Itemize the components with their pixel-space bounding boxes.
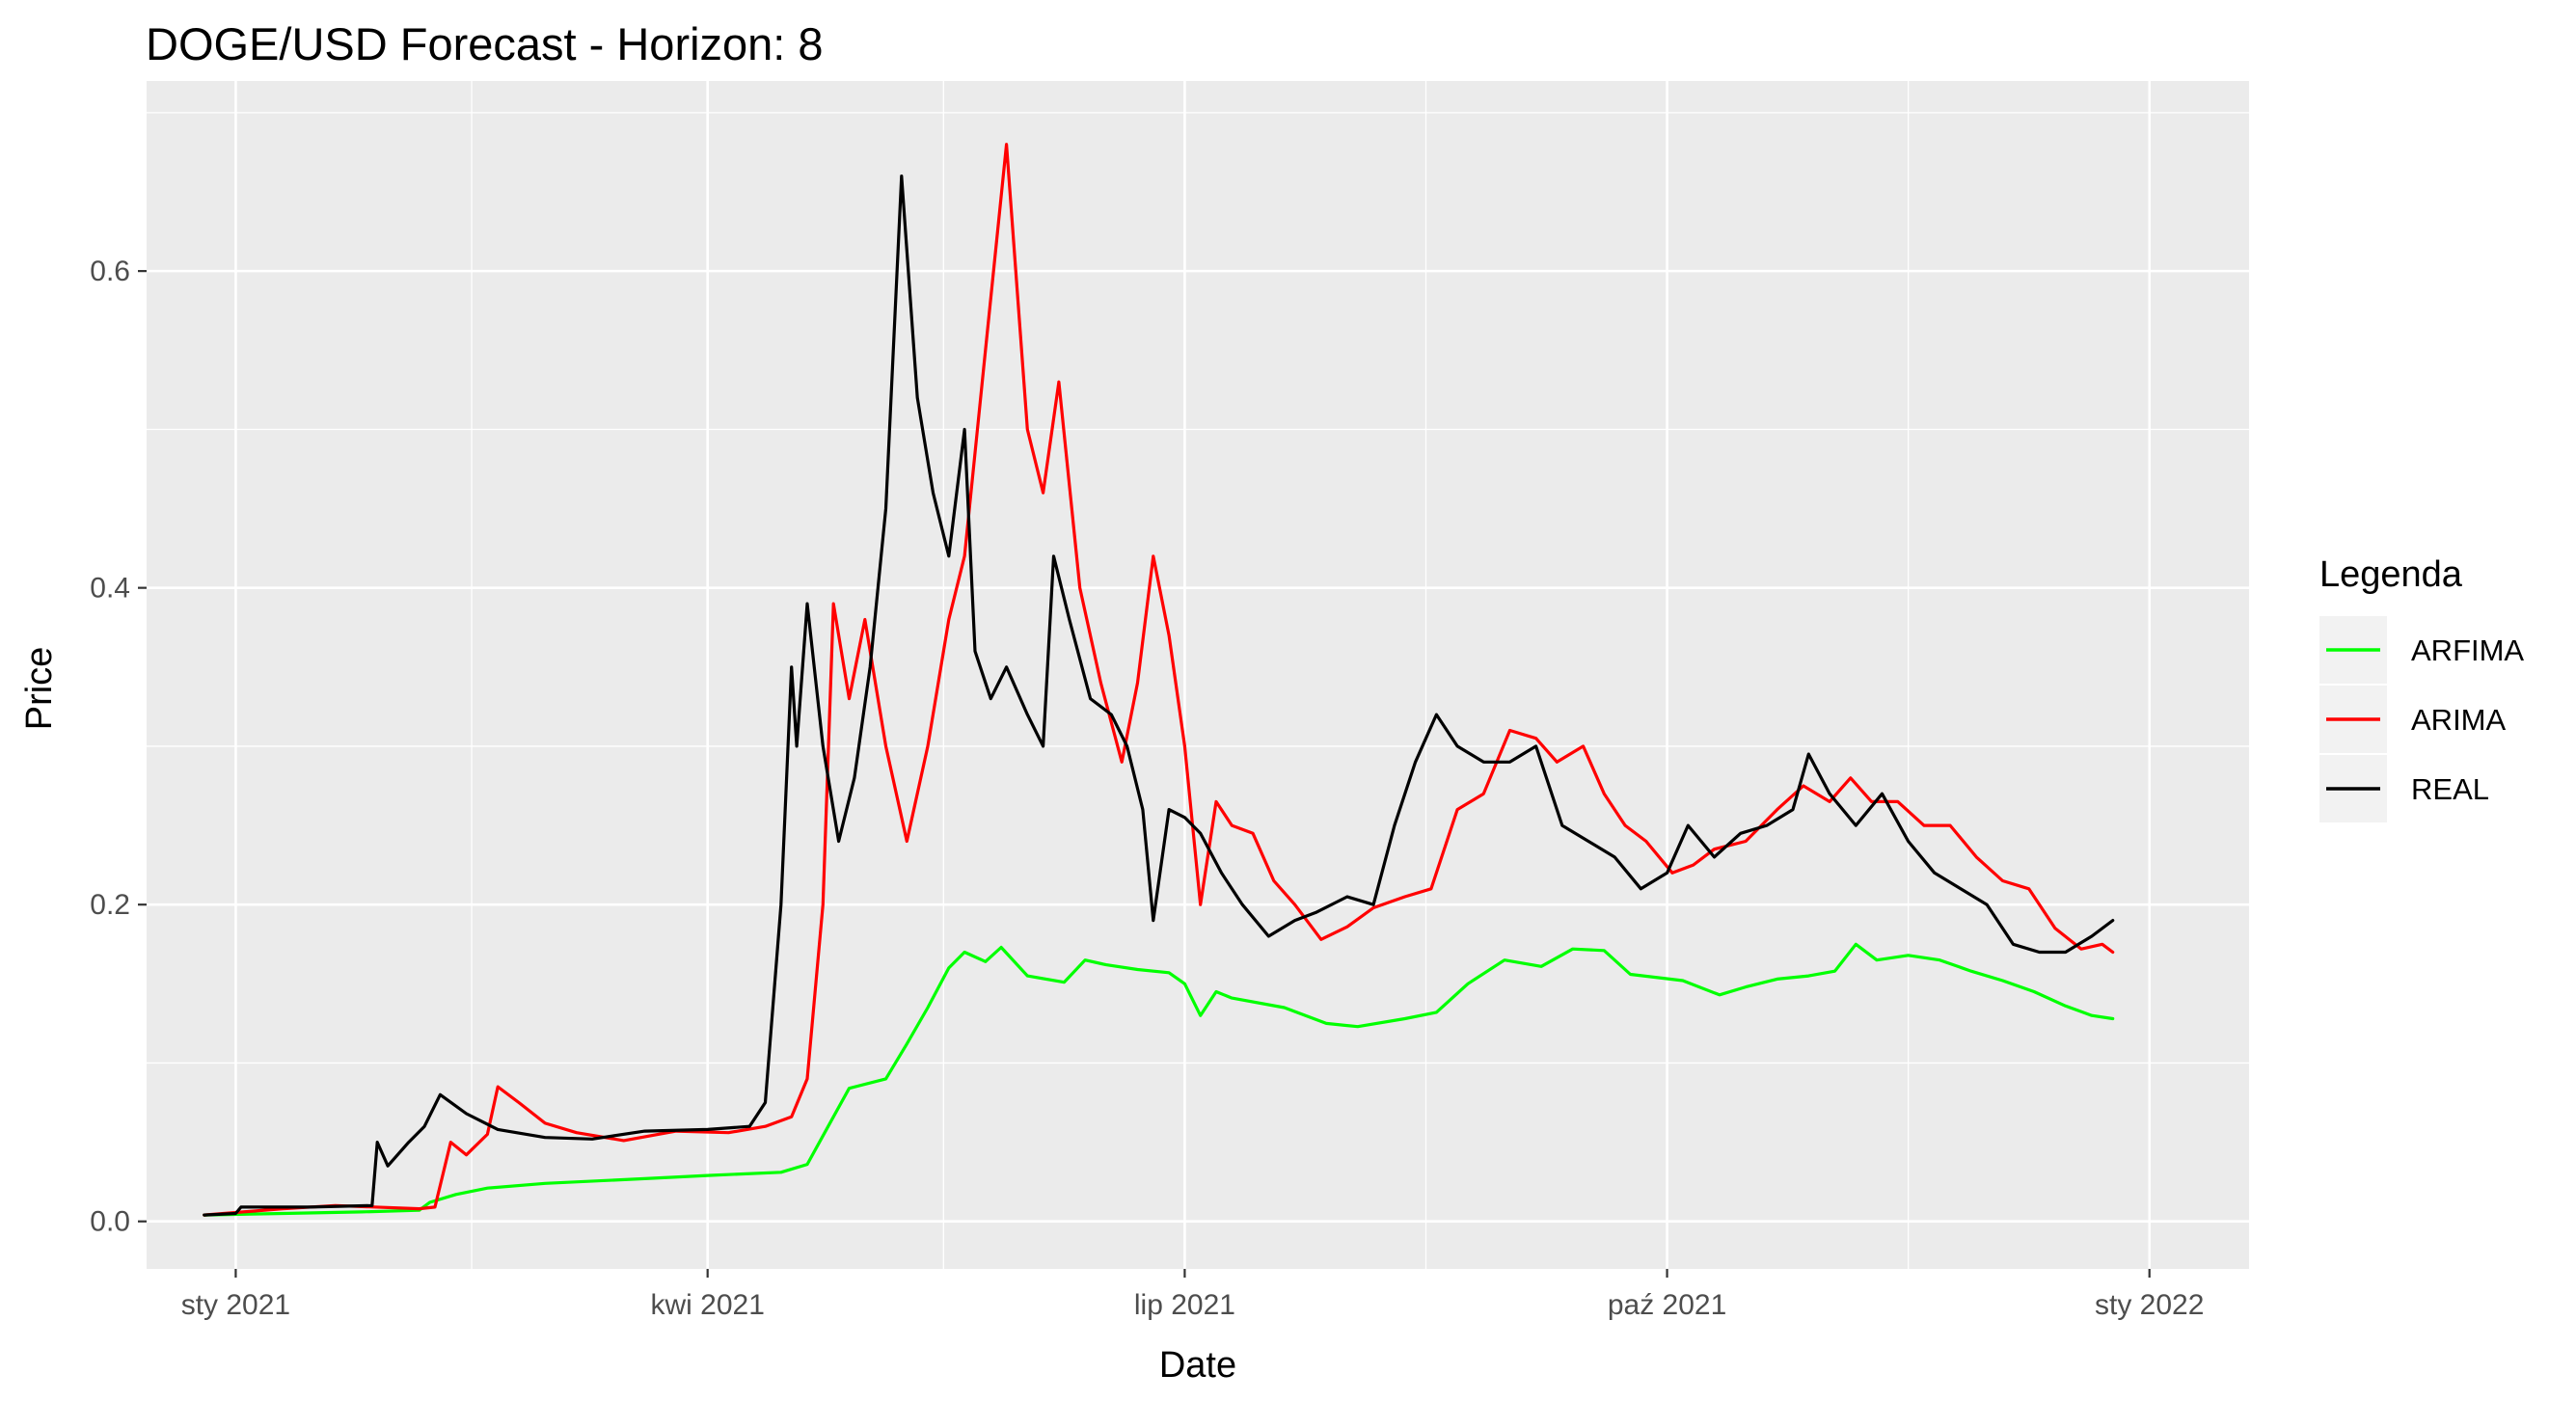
y-tick-label: 0.4 [90, 573, 130, 605]
chart-title: DOGE/USD Forecast - Horizon: 8 [146, 18, 824, 69]
y-tick-label: 0.0 [90, 1206, 130, 1238]
legend-label: REAL [2411, 772, 2489, 806]
y-tick-label: 0.2 [90, 889, 130, 921]
series-line-arfima [203, 942, 2115, 1217]
legend-label: ARFIMA [2411, 633, 2524, 667]
x-tick-label: sty 2022 [2095, 1289, 2204, 1321]
major-gridlines [147, 81, 2249, 1269]
y-axis: 0.0 0.2 0.4 0.6 [90, 256, 147, 1238]
x-axis-title: Date [1159, 1345, 1236, 1386]
x-tick-label: sty 2021 [181, 1289, 290, 1321]
x-axis: sty 2021 kwi 2021 lip 2021 paź 2021 sty 2022 [181, 1269, 2204, 1321]
plot-panel [147, 81, 2249, 1269]
legend-items: ARFIMA ARIMA REAL [2319, 616, 2524, 822]
minor-gridlines [147, 81, 2249, 1269]
x-tick-label: kwi 2021 [650, 1289, 764, 1321]
legend-title: Legenda [2319, 554, 2463, 595]
legend-label: ARIMA [2411, 703, 2507, 737]
x-tick-label: paź 2021 [1608, 1289, 1726, 1321]
series-lines [203, 143, 2115, 1217]
series-line-real [203, 175, 2115, 1217]
y-axis-title: Price [19, 647, 60, 731]
x-tick-label: lip 2021 [1134, 1289, 1235, 1321]
y-tick-label: 0.6 [90, 256, 130, 287]
legend: Legenda ARFIMA ARIMA REAL [2319, 554, 2524, 822]
